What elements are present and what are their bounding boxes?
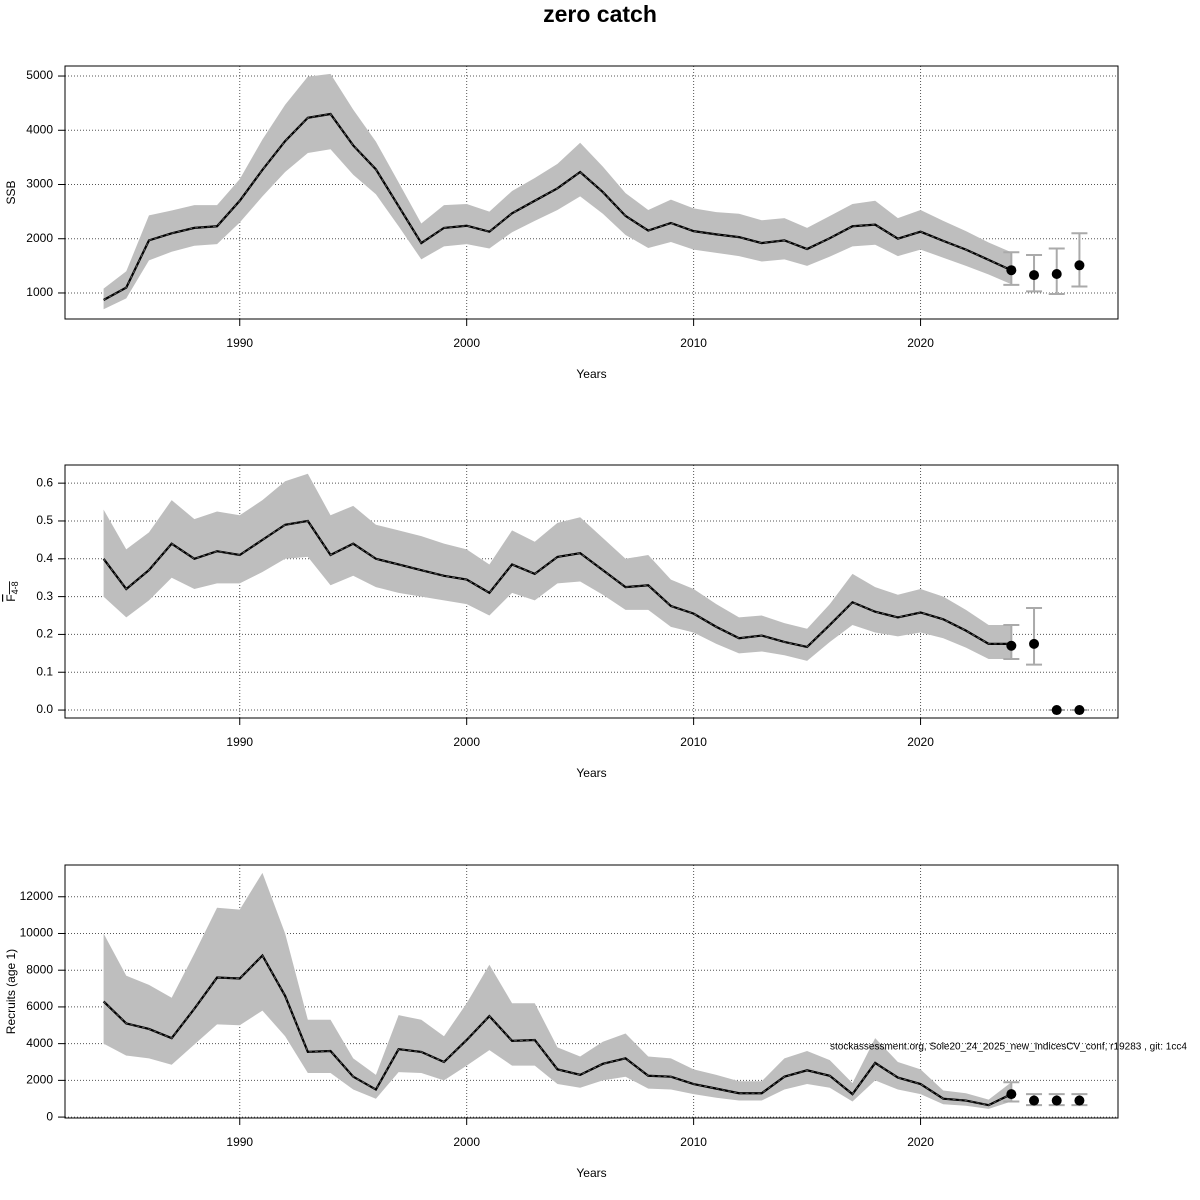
y-tick-label: 5000 <box>26 68 53 82</box>
forecast-point <box>1074 1095 1085 1106</box>
y-tick-label: 0 <box>46 1109 53 1123</box>
y-tick-label: 0.6 <box>36 475 53 489</box>
y-axis-label-sub: 4-8 <box>10 581 20 594</box>
forecast-point <box>1029 1095 1040 1106</box>
forecast-point <box>1006 640 1017 651</box>
estimate-line-dash <box>103 113 1012 301</box>
error-bar <box>1071 232 1088 288</box>
plot-frame <box>64 464 1119 719</box>
confidence-band <box>103 872 1012 1109</box>
y-tick-label: 4000 <box>26 1036 53 1050</box>
forecast-point <box>1029 638 1040 649</box>
confidence-band <box>103 473 1012 661</box>
x-axis-label: Years <box>576 1166 606 1180</box>
forecast-point <box>1074 260 1085 271</box>
x-tick-label: 2000 <box>453 336 480 350</box>
y-axis-label: SSB <box>4 180 18 204</box>
plot-frame <box>64 864 1119 1119</box>
forecast-point <box>1051 705 1062 716</box>
y-axis-label: Recruits (age 1) <box>4 949 18 1034</box>
forecast-point <box>1006 265 1017 276</box>
y-tick-label: 12000 <box>20 889 54 903</box>
x-tick-label: 2020 <box>907 735 934 749</box>
y-tick-label: 0.3 <box>36 589 53 603</box>
y-tick-label: 0.1 <box>36 664 53 678</box>
x-tick-label: 1990 <box>226 336 253 350</box>
y-axis-label: F4-8 <box>4 581 20 601</box>
y-tick-label: 3000 <box>26 177 53 191</box>
estimate-line-dash <box>103 954 1012 1106</box>
x-tick-label: 1990 <box>226 735 253 749</box>
x-tick-label: 2010 <box>680 1135 707 1149</box>
x-tick-label: 2010 <box>680 336 707 350</box>
y-tick-label: 2000 <box>26 231 53 245</box>
y-tick-label: 0.0 <box>36 702 53 716</box>
forecast-point <box>1051 268 1062 279</box>
x-tick-label: 2010 <box>680 735 707 749</box>
forecast-point <box>1051 1095 1062 1106</box>
y-tick-label: 4000 <box>26 122 53 136</box>
chart-title: zero catch <box>543 1 657 27</box>
y-tick-label: 0.4 <box>36 551 53 565</box>
x-tick-label: 2020 <box>907 336 934 350</box>
x-axis-label: Years <box>576 766 606 780</box>
forecast-point <box>1074 705 1085 716</box>
y-axis-label-main: F <box>4 594 18 601</box>
annotation: stockassessment.org, Sole20_24_2025_new_… <box>830 1042 1187 1053</box>
y-tick-label: 1000 <box>26 285 53 299</box>
error-bar <box>1026 606 1043 666</box>
y-tick-label: 0.5 <box>36 513 53 527</box>
y-tick-label: 8000 <box>26 962 53 976</box>
y-tick-label: 6000 <box>26 999 53 1013</box>
forecast-point <box>1029 270 1040 281</box>
x-axis-label: Years <box>576 367 606 381</box>
y-tick-label: 2000 <box>26 1073 53 1087</box>
estimate-line-dash <box>103 520 1012 648</box>
y-tick-label: 10000 <box>20 926 54 940</box>
x-tick-label: 2000 <box>453 1135 480 1149</box>
y-tick-label: 0.2 <box>36 627 53 641</box>
x-tick-label: 2020 <box>907 1135 934 1149</box>
x-tick-label: 2000 <box>453 735 480 749</box>
x-tick-label: 1990 <box>226 1135 253 1149</box>
confidence-band <box>103 73 1012 310</box>
plot-frame <box>64 65 1119 320</box>
forecast-point <box>1006 1089 1017 1100</box>
